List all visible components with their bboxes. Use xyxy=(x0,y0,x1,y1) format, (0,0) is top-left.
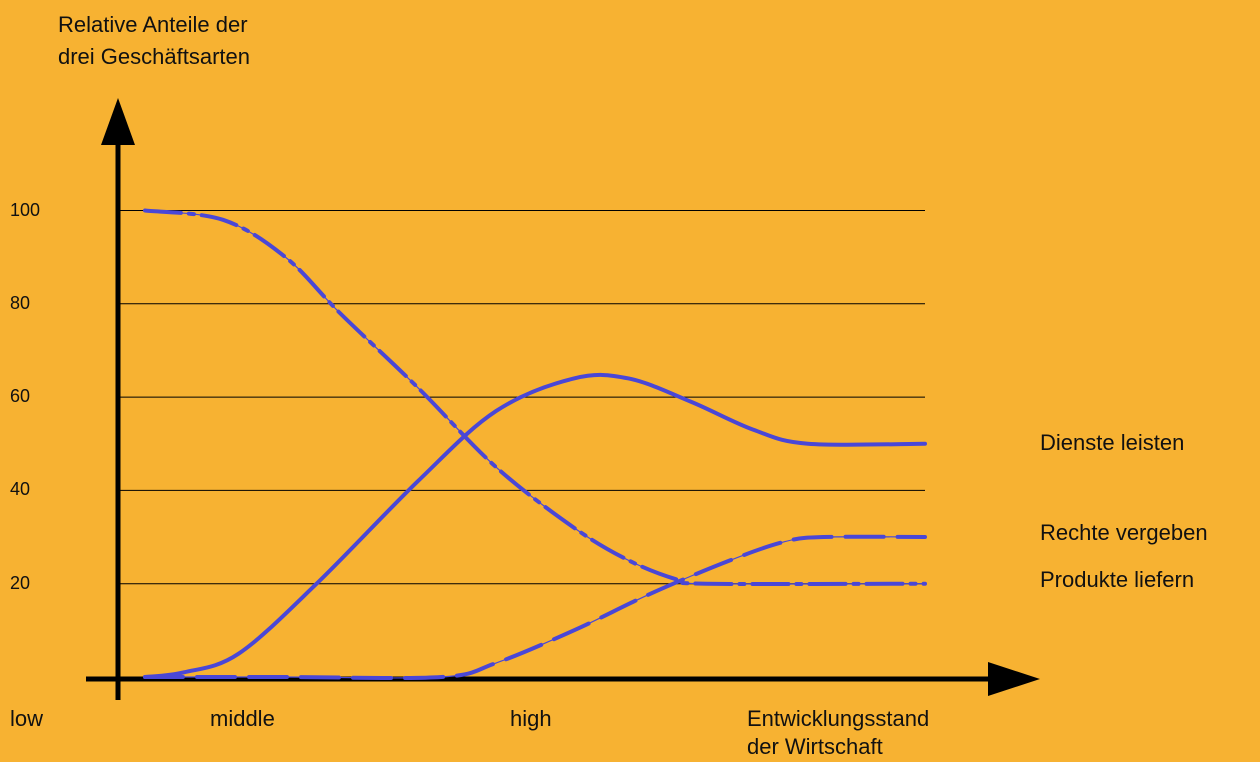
y-tick-label-20: 20 xyxy=(10,572,31,593)
x-axis-arrow xyxy=(988,662,1040,696)
x-axis-title-line2: der Wirtschaft xyxy=(747,734,883,759)
series-group xyxy=(143,208,927,681)
y-axis-title-line1: Relative Anteile der xyxy=(58,12,248,37)
legend-produkte-liefern: Produkte liefern xyxy=(1040,567,1195,592)
x-tick-low: low xyxy=(10,706,44,731)
x-axis-title-line1: Entwicklungsstand xyxy=(747,706,930,731)
y-axis-arrow xyxy=(101,98,135,145)
y-tick-label-40: 40 xyxy=(10,479,31,500)
y-tick-label-100: 100 xyxy=(10,199,41,220)
y-axis-title-line2: drei Geschäftsarten xyxy=(58,44,250,69)
series-line-produkte-liefern xyxy=(143,208,927,587)
series-line-dienste-leisten xyxy=(143,372,927,679)
series-line-rechte-vergeben xyxy=(143,534,927,681)
y-tick-label-60: 60 xyxy=(10,386,31,407)
x-tick-middle: middle xyxy=(210,706,275,731)
y-tick-label-80: 80 xyxy=(10,292,31,313)
legend-rechte-vergeben: Rechte vergeben xyxy=(1040,520,1208,545)
x-tick-high: high xyxy=(510,706,552,731)
legend-dienste-leisten: Dienste leisten xyxy=(1040,430,1185,455)
axes xyxy=(86,98,1040,700)
series-thin-1 xyxy=(145,536,926,679)
